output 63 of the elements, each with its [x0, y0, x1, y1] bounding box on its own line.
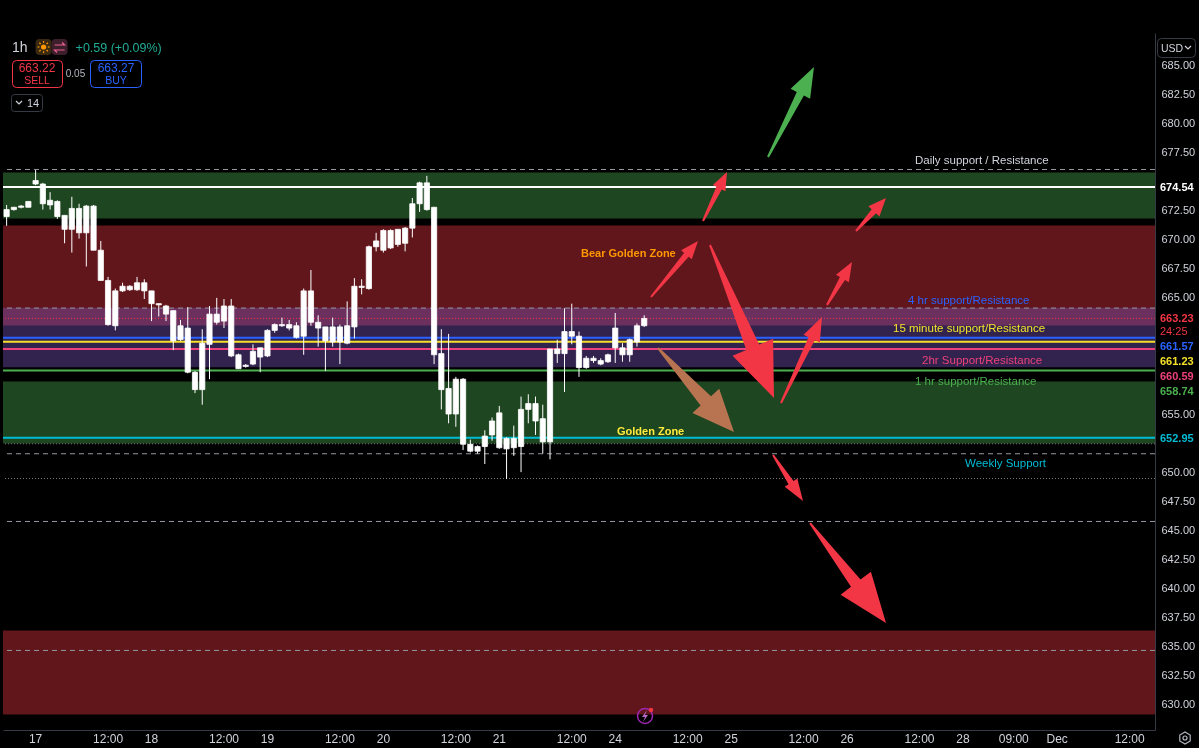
y-tick-label: 650.00 [1161, 465, 1196, 478]
annotation: 15 minute support/Resistance [893, 321, 1046, 334]
x-tick-label: 09:00 [998, 731, 1030, 746]
x-tick-label: 12:00 [208, 731, 240, 746]
y-tick-label: 647.50 [1161, 494, 1196, 507]
text: +0.59 (+0.09%) [75, 41, 162, 55]
chart-title: 1h [12, 39, 28, 55]
y-tick-label: 667.50 [1161, 262, 1196, 275]
y-tick-label: 630.00 [1161, 697, 1196, 710]
y-tick-label: 632.50 [1161, 668, 1196, 681]
x-tick-label: 24 [608, 731, 623, 746]
y-axis-title: USD [1161, 42, 1184, 54]
y-tick-label: 670.00 [1161, 233, 1196, 246]
ref-line-label: 674.54 [1160, 181, 1195, 194]
y-tick-label: 642.50 [1161, 552, 1196, 565]
x-tick-label: 28 [956, 731, 970, 746]
band-label: Bear Golden Zone [581, 247, 676, 260]
x-tick-label: 20 [376, 731, 391, 746]
x-tick-label: 12:00 [788, 731, 819, 746]
y-tick-label: 635.00 [1161, 639, 1196, 652]
annotation: BUY [105, 74, 127, 86]
y-tick-label: 672.50 [1161, 204, 1196, 217]
x-tick-label: Dec [1046, 731, 1068, 746]
x-tick-label: 12:00 [93, 731, 124, 746]
x-tick-label: 12:00 [672, 731, 704, 746]
ref-line-label: 663.23 [1160, 312, 1194, 325]
y-tick-label: 680.00 [1161, 117, 1196, 130]
annotation: 2hr Support/Resistance [922, 354, 1043, 367]
band-label: Golden Zone [617, 424, 685, 437]
x-tick-label: 12:00 [1114, 731, 1145, 746]
ref-line-label: 658.74 [1160, 385, 1195, 398]
y-tick-label: 637.50 [1161, 610, 1196, 623]
ref-line-label: 661.57 [1160, 340, 1194, 353]
annotation: 663.27 [97, 61, 135, 75]
y-tick-label: 682.50 [1161, 88, 1196, 101]
y-tick-label: 665.00 [1161, 291, 1196, 304]
annotation: 663.22 [18, 61, 56, 75]
ref-line-label: 660.59 [1160, 370, 1194, 383]
annotation: SELL [24, 74, 50, 86]
y-tick-label: 640.00 [1161, 581, 1196, 594]
x-tick-label: 12:00 [324, 731, 356, 746]
annotation: 1 hr support/Resistance [915, 374, 1037, 387]
ref-line-label: 4 hr support/Resistance [908, 294, 1030, 307]
y-tick-label: 677.50 [1161, 146, 1196, 159]
x-tick-label: 17 [28, 731, 43, 746]
annotation: 0.05 [65, 68, 86, 79]
y-tick-label: 645.00 [1161, 523, 1196, 536]
ref-line-label: 652.95 [1160, 431, 1194, 444]
x-tick-label: 18 [144, 731, 159, 746]
y-tick-label: 655.00 [1161, 407, 1196, 420]
x-tick-label: 26 [840, 731, 855, 746]
annotation: 14 [26, 96, 40, 109]
x-tick-label: 21 [492, 731, 507, 746]
x-tick-label: 19 [260, 731, 275, 746]
ref-line-label: Daily support / Resistance [915, 154, 1049, 167]
x-tick-label: 12:00 [440, 731, 472, 746]
x-tick-label: 12:00 [904, 731, 935, 746]
x-tick-label: 25 [724, 731, 739, 746]
text: 24:25 [1160, 325, 1188, 338]
y-tick-label: 685.00 [1161, 59, 1196, 72]
ref-line-label: Weekly Support [965, 456, 1047, 469]
ref-line-label: 661.23 [1160, 355, 1194, 368]
x-tick-label: 12:00 [556, 731, 588, 746]
